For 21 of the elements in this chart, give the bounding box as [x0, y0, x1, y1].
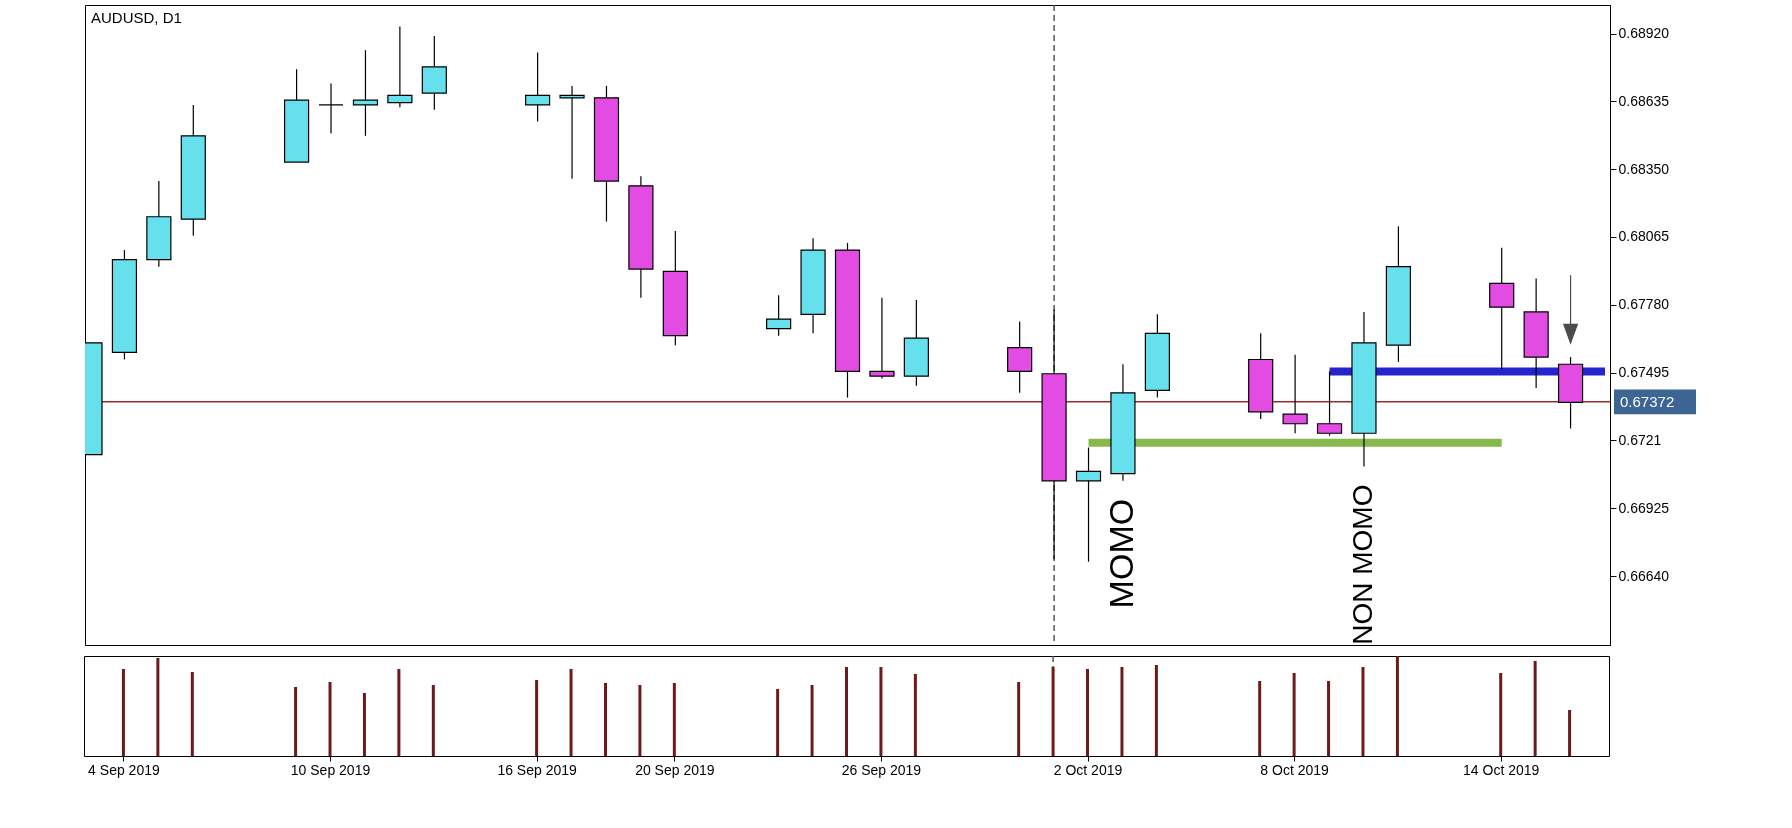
x-tick-label: 14 Oct 2019	[1463, 761, 1540, 778]
x-tick-label: 10 Sep 2019	[290, 761, 371, 778]
y-tick-label: 0.67780	[1618, 296, 1670, 313]
y-tick-label: 0.66925	[1618, 499, 1670, 516]
y-tick-label: 0.66640	[1618, 567, 1670, 584]
x-tick-label: 16 Sep 2019	[497, 761, 578, 778]
y-tick-label: 0.68065	[1618, 228, 1670, 245]
y-tick-label: 0.67495	[1618, 364, 1670, 381]
x-tick-label: 20 Sep 2019	[635, 761, 715, 778]
x-tick-label: 8 Oct 2019	[1260, 761, 1330, 778]
y-tick-label: 0.68635	[1618, 92, 1670, 109]
x-tick-label: 26 Sep 2019	[841, 761, 922, 778]
ref-line-label: 0.67372	[1620, 392, 1675, 410]
y-tick-label: 0.6721	[1618, 431, 1662, 448]
x-tick-label: 4 Sep 2019	[88, 761, 160, 778]
x-tick-label: 2 Oct 2019	[1053, 761, 1123, 778]
annotation: NON MOMO	[1346, 484, 1378, 645]
chart-title: AUDUSD, D1	[91, 9, 182, 26]
annotation: MOMO	[1101, 498, 1140, 609]
y-tick-label: 0.68350	[1618, 160, 1670, 177]
y-tick-label: 0.68920	[1618, 25, 1670, 42]
